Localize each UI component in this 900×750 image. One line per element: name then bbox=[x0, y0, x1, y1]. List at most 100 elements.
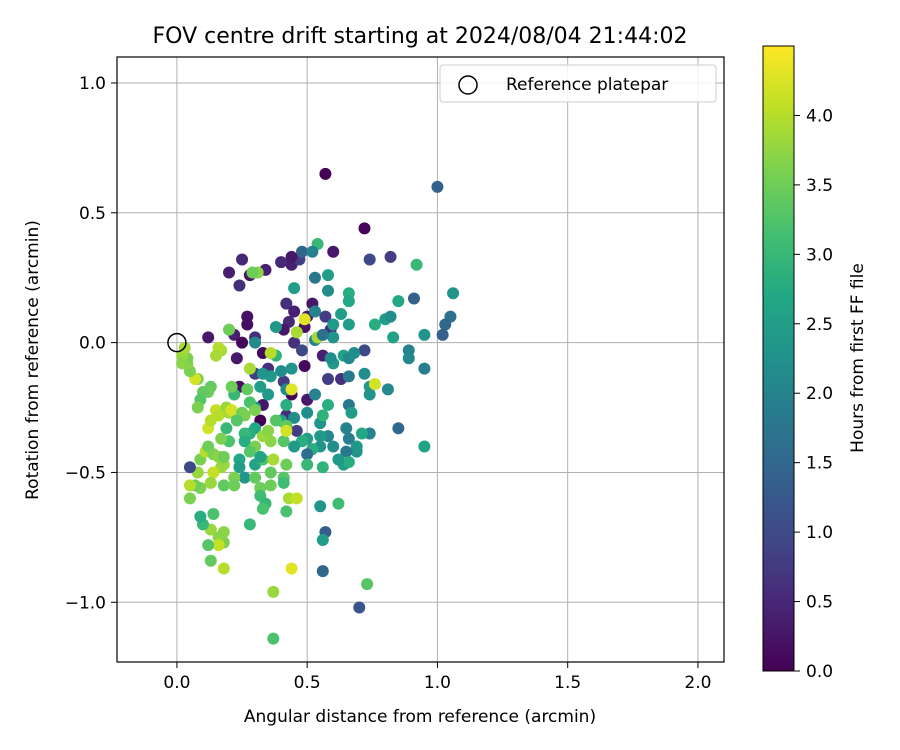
data-point bbox=[285, 362, 298, 375]
colorbar-tick-label: 4.0 bbox=[806, 106, 833, 126]
data-point bbox=[384, 250, 397, 263]
data-point bbox=[285, 250, 298, 263]
y-tick-label: 0.5 bbox=[79, 204, 106, 224]
data-point bbox=[327, 245, 340, 258]
colorbar-tick-label: 2.0 bbox=[806, 384, 833, 404]
data-point bbox=[238, 435, 251, 448]
data-point bbox=[439, 318, 452, 331]
data-point bbox=[418, 362, 431, 375]
data-point bbox=[264, 479, 277, 492]
y-axis-ticks: −1.0 −0.5 0.0 0.5 1.0 bbox=[65, 74, 117, 613]
data-point bbox=[267, 632, 280, 645]
data-point bbox=[264, 347, 277, 360]
plot-frame bbox=[116, 56, 725, 663]
data-point bbox=[262, 424, 275, 437]
data-point bbox=[358, 344, 371, 357]
colorbar-label: Hours from first FF file bbox=[848, 263, 868, 453]
data-point bbox=[431, 180, 444, 193]
colorbar-tick-label: 0.0 bbox=[806, 662, 833, 682]
chart-title: FOV centre drift starting at 2024/08/04 … bbox=[153, 24, 688, 49]
data-point bbox=[285, 383, 298, 396]
data-point bbox=[322, 398, 335, 411]
x-tick-label: 0.5 bbox=[294, 673, 321, 693]
data-point bbox=[319, 167, 332, 180]
data-point bbox=[308, 305, 321, 318]
data-point bbox=[209, 349, 222, 362]
data-point bbox=[269, 321, 282, 334]
data-point bbox=[217, 450, 230, 463]
data-point bbox=[332, 453, 345, 466]
data-point bbox=[183, 479, 196, 492]
data-point bbox=[285, 562, 298, 575]
data-point bbox=[327, 331, 340, 344]
reference-point-marker bbox=[167, 332, 187, 353]
data-point bbox=[207, 466, 220, 479]
data-point bbox=[384, 310, 397, 323]
scatter-points bbox=[176, 167, 460, 645]
data-point bbox=[348, 347, 361, 360]
data-point bbox=[249, 471, 262, 484]
colorbar-tick-label: 3.0 bbox=[806, 245, 833, 265]
data-point bbox=[327, 440, 340, 453]
data-point bbox=[280, 398, 293, 411]
data-point bbox=[275, 256, 288, 269]
colorbar bbox=[762, 45, 795, 672]
y-tick-label: −1.0 bbox=[65, 593, 106, 613]
data-point bbox=[363, 388, 376, 401]
data-point bbox=[308, 271, 321, 284]
data-point bbox=[233, 279, 246, 292]
data-point bbox=[350, 445, 363, 458]
data-point bbox=[236, 253, 249, 266]
data-point bbox=[241, 383, 254, 396]
data-point bbox=[204, 476, 217, 489]
data-point bbox=[368, 318, 381, 331]
data-point bbox=[381, 383, 394, 396]
data-point bbox=[217, 562, 230, 575]
data-point bbox=[361, 578, 374, 591]
data-point bbox=[176, 357, 189, 370]
data-point bbox=[215, 432, 228, 445]
x-tick-label: 1.0 bbox=[424, 673, 451, 693]
x-axis-ticks: 0.0 0.5 1.0 1.5 2.0 bbox=[163, 662, 711, 693]
data-point bbox=[298, 359, 311, 372]
data-point bbox=[290, 492, 303, 505]
data-point bbox=[277, 476, 290, 489]
data-point bbox=[288, 440, 301, 453]
data-point bbox=[332, 497, 345, 510]
legend-box bbox=[439, 64, 717, 103]
data-point bbox=[280, 424, 293, 437]
data-point bbox=[212, 539, 225, 552]
colorbar-tick-label: 0.5 bbox=[806, 593, 833, 613]
colorbar-tick-label: 1.5 bbox=[806, 454, 833, 474]
data-point bbox=[204, 554, 217, 567]
data-point bbox=[223, 266, 236, 279]
data-point bbox=[358, 222, 371, 235]
data-point bbox=[220, 422, 233, 435]
colorbar-tick-label: 3.5 bbox=[806, 176, 833, 196]
data-point bbox=[410, 258, 423, 271]
data-point bbox=[363, 253, 376, 266]
data-point bbox=[288, 411, 301, 424]
colorbar-tick-label: 2.5 bbox=[806, 315, 833, 335]
data-point bbox=[288, 336, 301, 349]
data-point bbox=[191, 401, 204, 414]
data-point bbox=[308, 388, 321, 401]
data-point bbox=[327, 318, 340, 331]
data-point bbox=[228, 479, 241, 492]
data-point bbox=[345, 406, 358, 419]
x-tick-label: 0.0 bbox=[163, 673, 190, 693]
data-point bbox=[202, 539, 215, 552]
data-point bbox=[262, 388, 275, 401]
data-point bbox=[243, 362, 256, 375]
data-point bbox=[314, 500, 327, 513]
data-point bbox=[288, 305, 301, 318]
data-point bbox=[202, 331, 215, 344]
data-point bbox=[223, 323, 236, 336]
data-point bbox=[340, 445, 353, 458]
data-point bbox=[295, 344, 308, 357]
data-point bbox=[230, 414, 243, 427]
data-point bbox=[316, 328, 329, 341]
data-point bbox=[277, 435, 290, 448]
data-point bbox=[418, 440, 431, 453]
data-point bbox=[217, 479, 230, 492]
